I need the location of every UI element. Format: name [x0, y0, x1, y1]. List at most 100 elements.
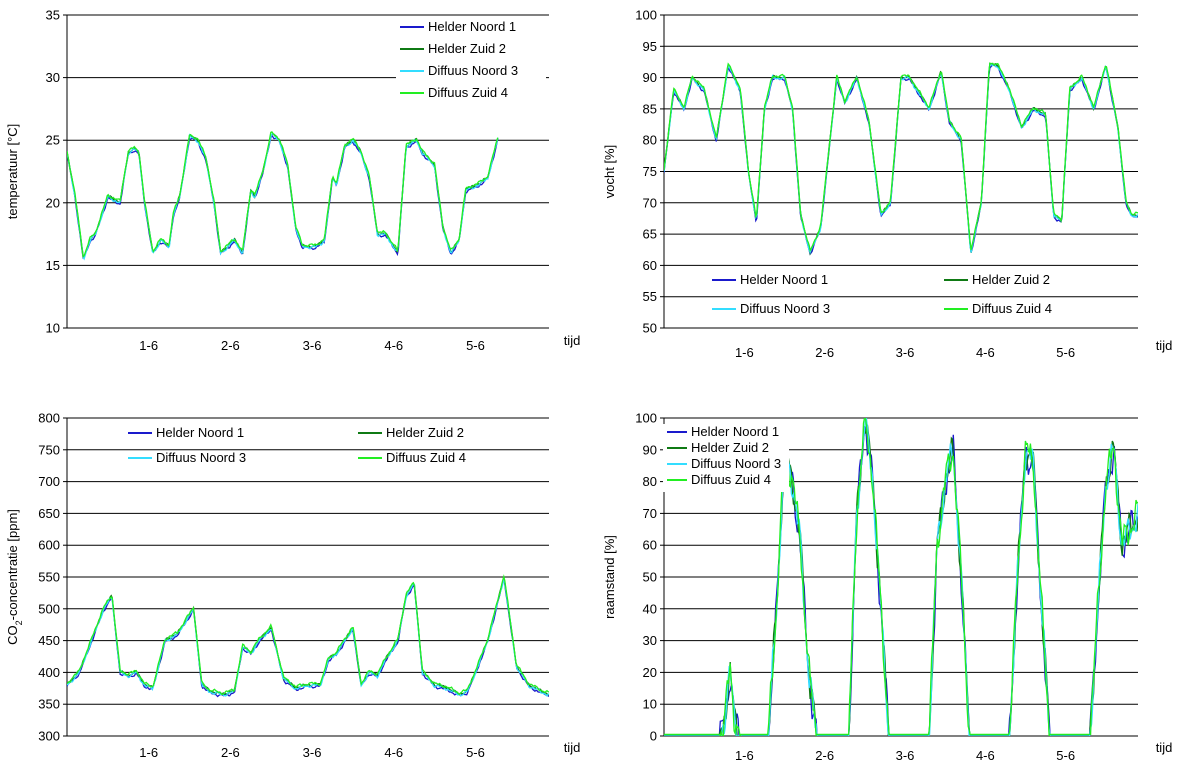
x-tick-label: 2-6	[221, 745, 240, 760]
series-line-diffuus-zuid-4	[664, 418, 1138, 736]
y-tick-label: 60	[643, 258, 657, 273]
chart-co2: 300 350 400 450 500 550 600 650 700 750 800 1-6 2-6 3…	[5, 411, 580, 761]
x-tick-label: 2-6	[815, 748, 834, 763]
series-line-diffuus-zuid-4	[67, 131, 499, 258]
legend: Helder Noord 1 Helder Zuid 2 Diffuus Noord…	[396, 19, 546, 111]
y-tick-label: 80	[643, 133, 657, 148]
y-tick-label: 450	[38, 633, 60, 648]
legend-label: Diffuus Zuid 4	[428, 85, 508, 100]
legend-label: Helder Zuid 2	[691, 440, 769, 455]
x-tick-label: 3-6	[896, 345, 915, 360]
x-tick-label: 3-6	[303, 745, 322, 760]
legend-label: Diffuus Noord 3	[740, 301, 830, 316]
y-tick-label: 550	[38, 570, 60, 585]
legend-label: Helder Zuid 2	[386, 425, 464, 440]
y-tick-label: 80	[643, 474, 657, 489]
y-tick-label: 10	[643, 697, 657, 712]
y-tick-label: 300	[38, 729, 60, 744]
y-tick-label: 70	[643, 195, 657, 210]
y-tick-label: 15	[46, 258, 60, 273]
x-tick-label: 3-6	[303, 338, 322, 353]
series-line-helder-zuid-2	[664, 62, 1138, 256]
x-tick-label: 2-6	[221, 338, 240, 353]
y-tick-label: 30	[643, 633, 657, 648]
legend-background	[396, 19, 546, 111]
y-tick-label: 55	[643, 289, 657, 304]
x-axis-label: tijd	[1156, 338, 1173, 353]
x-tick-label: 4-6	[976, 345, 995, 360]
y-tick-label: 30	[46, 70, 60, 85]
y-tick-label: 100	[635, 8, 657, 23]
y-tick-label: 90	[643, 442, 657, 457]
legend-label: Helder Zuid 2	[972, 272, 1050, 287]
y-tick-label: 600	[38, 538, 60, 553]
x-axis-label: tijd	[564, 333, 581, 348]
y-tick-label: 0	[650, 729, 657, 744]
legend-label: Diffuus Zuid 4	[691, 472, 771, 487]
y-tick-label: 20	[46, 195, 60, 210]
y-tick-label: 35	[46, 8, 60, 23]
x-tick-label: 2-6	[815, 345, 834, 360]
y-tick-label: 95	[643, 39, 657, 54]
y-tick-label: 65	[643, 227, 657, 242]
x-tick-label: 3-6	[896, 748, 915, 763]
legend-label: Helder Zuid 2	[428, 41, 506, 56]
x-tick-label: 1-6	[139, 338, 158, 353]
chart-temperature: 10 15 20 25 30 35 1-6 2-6 3-6 4-6 5-6 tijd temperatu…	[5, 8, 580, 354]
y-tick-label: 800	[38, 411, 60, 426]
legend-label: Helder Noord 1	[428, 19, 516, 34]
y-tick-label: 90	[643, 70, 657, 85]
legend-label: Helder Noord 1	[691, 424, 779, 439]
x-tick-label: 5-6	[1056, 345, 1075, 360]
y-tick-label: 50	[643, 321, 657, 336]
y-tick-label: 85	[643, 101, 657, 116]
y-tick-label: 700	[38, 474, 60, 489]
y-tick-label: 25	[46, 133, 60, 148]
y-tick-label: 60	[643, 538, 657, 553]
x-tick-label: 1-6	[735, 345, 754, 360]
y-axis-label: raamstand [%]	[602, 535, 617, 619]
x-axis-label: tijd	[1156, 740, 1173, 755]
x-tick-label: 1-6	[139, 745, 158, 760]
x-axis-label: tijd	[564, 740, 581, 755]
legend: Helder Noord 1 Helder Zuid 2 Diffuus Noord…	[128, 425, 466, 465]
y-tick-label: 40	[643, 601, 657, 616]
y-axis-label: CO2-concentratie [ppm]	[5, 509, 24, 645]
x-tick-label: 4-6	[976, 748, 995, 763]
y-axis-label: vocht [%]	[602, 145, 617, 198]
y-tick-label: 650	[38, 506, 60, 521]
series-line-diffuus-noord-3	[664, 63, 1138, 255]
legend-label: Diffuus Zuid 4	[972, 301, 1052, 316]
y-tick-label: 350	[38, 697, 60, 712]
y-tick-label: 75	[643, 164, 657, 179]
legend: Helder Noord 1 Helder Zuid 2 Diffuus Noord…	[712, 272, 1052, 316]
x-tick-label: 5-6	[466, 745, 485, 760]
series-line-diffuus-noord-3	[67, 578, 549, 697]
legend-label: Diffuus Zuid 4	[386, 450, 466, 465]
y-tick-label: 10	[46, 321, 60, 336]
x-tick-label: 4-6	[384, 745, 403, 760]
legend-label: Helder Noord 1	[156, 425, 244, 440]
y-tick-label: 400	[38, 665, 60, 680]
y-tick-label: 50	[643, 570, 657, 585]
chart-window: 0 10 20 30 40 50 60 70 80 90 100 1-6 2-6 3-6 4-6 5-6 tij…	[602, 411, 1172, 764]
x-tick-label: 4-6	[384, 338, 403, 353]
series-line-diffuus-zuid-4	[664, 62, 1138, 252]
x-tick-label: 1-6	[735, 748, 754, 763]
y-tick-label: 20	[643, 665, 657, 680]
x-tick-label: 5-6	[1056, 748, 1075, 763]
y-axis-label: temperatuur [°C]	[5, 124, 20, 220]
chart-humidity: 50 55 60 65 70 75 80 85 90 95 100 1-6 2-6 3-6 4-6 5-6 ti…	[602, 8, 1172, 361]
y-tick-label: 100	[635, 411, 657, 426]
legend-label: Diffuus Noord 3	[428, 63, 518, 78]
y-tick-label: 750	[38, 442, 60, 457]
series-line-helder-noord-1	[67, 134, 499, 259]
legend-label: Diffuus Noord 3	[156, 450, 246, 465]
y-tick-label: 70	[643, 506, 657, 521]
legend-label: Helder Noord 1	[740, 272, 828, 287]
y-tick-label: 500	[38, 601, 60, 616]
series-line-diffuus-zuid-4	[67, 574, 549, 696]
series-line-helder-noord-1	[664, 64, 1138, 256]
